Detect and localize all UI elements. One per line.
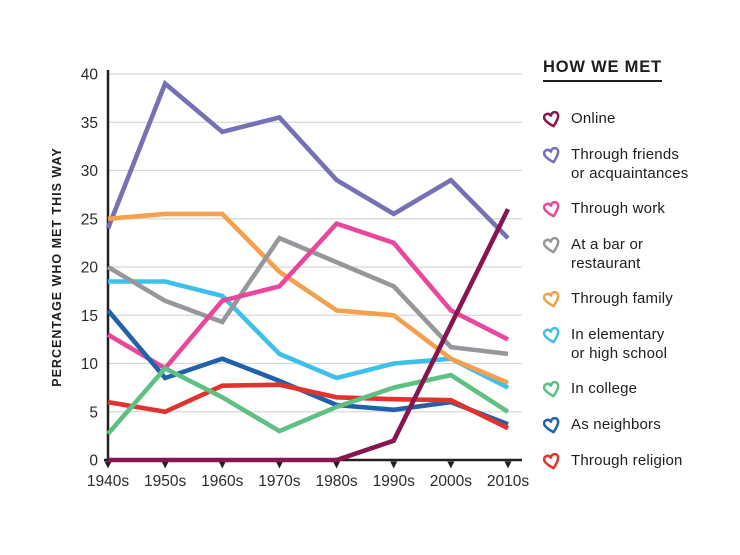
y-axis-title: PERCENTAGE WHO MET THIS WAY xyxy=(50,147,64,387)
school-heart-icon xyxy=(543,327,560,344)
bar-heart-icon xyxy=(543,237,560,254)
x-tick-label-1980s: 1980s xyxy=(315,473,357,490)
legend-title: HOW WE MET xyxy=(543,58,662,82)
legend-item-bar: At a bar or restaurant xyxy=(543,236,735,273)
x-tick-label-1940s: 1940s xyxy=(87,473,129,490)
x-tick-1970s xyxy=(275,461,283,469)
x-tick-2000s xyxy=(447,461,455,469)
x-tick-2010s xyxy=(504,461,512,469)
x-tick-1990s xyxy=(390,461,398,469)
x-tick-label-2000s: 2000s xyxy=(430,473,472,490)
series-line-school xyxy=(108,279,510,390)
series-line-religion xyxy=(107,382,510,431)
legend-label-friends: Through friends or acquaintances xyxy=(571,146,689,182)
legend-item-school: In elementary or high school xyxy=(543,326,735,363)
family-heart-icon xyxy=(543,291,560,308)
legend-item-religion: Through religion xyxy=(543,452,735,471)
y-tick-label-15: 15 xyxy=(81,308,98,325)
legend-label-bar: At a bar or restaurant xyxy=(571,236,644,272)
legend-item-work: Through work xyxy=(543,200,735,219)
y-tick-label-30: 30 xyxy=(81,163,99,180)
legend-label-school: In elementary or high school xyxy=(571,326,668,362)
x-tick-label-1950s: 1950s xyxy=(144,473,186,490)
legend-item-neighbors: As neighbors xyxy=(543,416,735,435)
x-tick-1960s xyxy=(218,461,226,469)
y-tick-label-40: 40 xyxy=(81,67,99,84)
legend-item-friends: Through friends or acquaintances xyxy=(543,146,735,183)
neighbors-heart-icon xyxy=(543,417,560,434)
series-line-friends xyxy=(105,79,510,240)
series-line-work xyxy=(106,220,510,372)
chart-legend: HOW WE MET Online Through friends or acqu… xyxy=(543,58,735,471)
legend-label-family: Through family xyxy=(571,290,674,307)
y-tick-label-10: 10 xyxy=(81,356,99,373)
series-line-online xyxy=(108,208,511,463)
series-line-bar xyxy=(106,235,509,357)
religion-heart-icon xyxy=(543,453,560,470)
x-tick-label-2010s: 2010s xyxy=(487,473,529,490)
legend-label-work: Through work xyxy=(571,200,666,217)
x-tick-label-1970s: 1970s xyxy=(258,473,300,490)
x-tick-1950s xyxy=(161,461,169,469)
legend-label-online: Online xyxy=(571,110,616,127)
series-line-college xyxy=(106,365,510,436)
legend-label-religion: Through religion xyxy=(571,452,683,469)
legend-item-college: In college xyxy=(543,380,735,399)
y-tick-label-25: 25 xyxy=(81,211,98,228)
online-heart-icon xyxy=(543,111,560,128)
legend-label-neighbors: As neighbors xyxy=(571,416,661,433)
x-tick-label-1960s: 1960s xyxy=(201,473,243,490)
x-tick-1940s xyxy=(104,461,112,469)
x-tick-1980s xyxy=(333,461,341,469)
friends-heart-icon xyxy=(543,147,560,164)
college-heart-icon xyxy=(543,381,560,398)
x-tick-label-1990s: 1990s xyxy=(373,473,415,490)
legend-label-college: In college xyxy=(571,380,638,397)
series-line-family xyxy=(107,211,509,385)
legend-item-family: Through family xyxy=(543,290,735,309)
y-tick-label-5: 5 xyxy=(89,404,98,421)
work-heart-icon xyxy=(543,201,560,218)
y-tick-label-35: 35 xyxy=(81,115,98,132)
legend-item-online: Online xyxy=(543,110,735,129)
y-tick-label-20: 20 xyxy=(81,260,99,277)
y-tick-label-0: 0 xyxy=(89,453,98,470)
